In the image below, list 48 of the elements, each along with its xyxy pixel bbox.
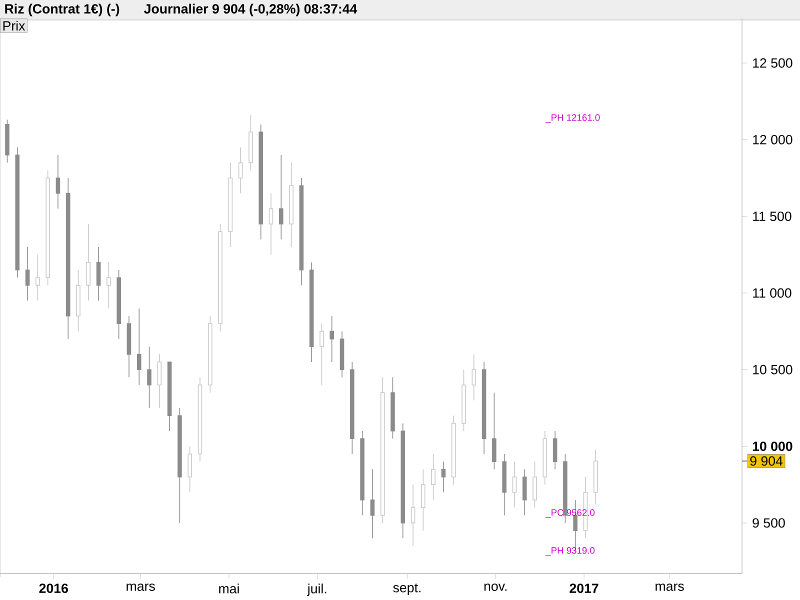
- x-tick-label: 2017: [570, 584, 598, 594]
- y-tick-label: 11 000: [753, 288, 792, 298]
- candlestick: [370, 468, 375, 539]
- annotation: _PH 9319.0: [545, 547, 595, 556]
- y-tick-label: 10 000: [752, 442, 792, 452]
- candlestick: [320, 323, 324, 386]
- candlestick: [522, 468, 527, 516]
- candlestick: [36, 254, 40, 302]
- candlestick: [421, 468, 426, 532]
- x-tick-label: mars: [656, 584, 684, 591]
- y-tick-label: 12 000: [753, 134, 792, 144]
- x-tick-label: sept.: [393, 584, 420, 595]
- candlestick: [472, 354, 476, 401]
- chart-subtitle: Journalier 9 904 (-0,28%) 08:37:44: [144, 4, 358, 16]
- candlestick: [512, 461, 517, 508]
- y-tick-label: 9 500: [752, 518, 785, 528]
- y-tick-label: 12 500: [753, 58, 792, 68]
- chart-title: Riz (Contrat 1€) (-): [5, 4, 120, 16]
- y-tick-label: 11 500: [753, 212, 792, 222]
- y-tick-label: 10 500: [753, 364, 792, 374]
- candlestick: [492, 392, 496, 470]
- candlestick: [56, 154, 60, 210]
- candlestick: [157, 354, 162, 408]
- annotation: _PH 12161.0: [545, 114, 600, 123]
- candlestick: [136, 308, 142, 386]
- candlestick: [86, 224, 91, 302]
- x-tick-label: 2016: [39, 584, 68, 594]
- candlestick: [441, 461, 446, 493]
- candlestick: [330, 316, 334, 362]
- candlestick: [188, 446, 192, 493]
- candlestick: [532, 461, 537, 508]
- candlestick: [431, 454, 436, 500]
- candlestick: [106, 262, 111, 309]
- candlestick: [238, 146, 243, 194]
- candlestick: [552, 430, 558, 470]
- candlestick: [25, 246, 30, 302]
- x-tick-label: nov.: [484, 584, 507, 591]
- candlestick: [268, 192, 274, 256]
- text: 9 904: [750, 456, 783, 466]
- candlestick: [279, 154, 284, 240]
- candlestick: [96, 246, 101, 302]
- x-tick-label: mai: [219, 584, 239, 594]
- x-tick-label: mars: [126, 584, 155, 591]
- annotation: _PC 9562.0: [545, 509, 595, 518]
- x-tick-label: juil.: [307, 584, 326, 596]
- candlestick: [147, 346, 152, 408]
- y-axis-title: Prix: [3, 20, 26, 30]
- candlestick: [410, 484, 416, 546]
